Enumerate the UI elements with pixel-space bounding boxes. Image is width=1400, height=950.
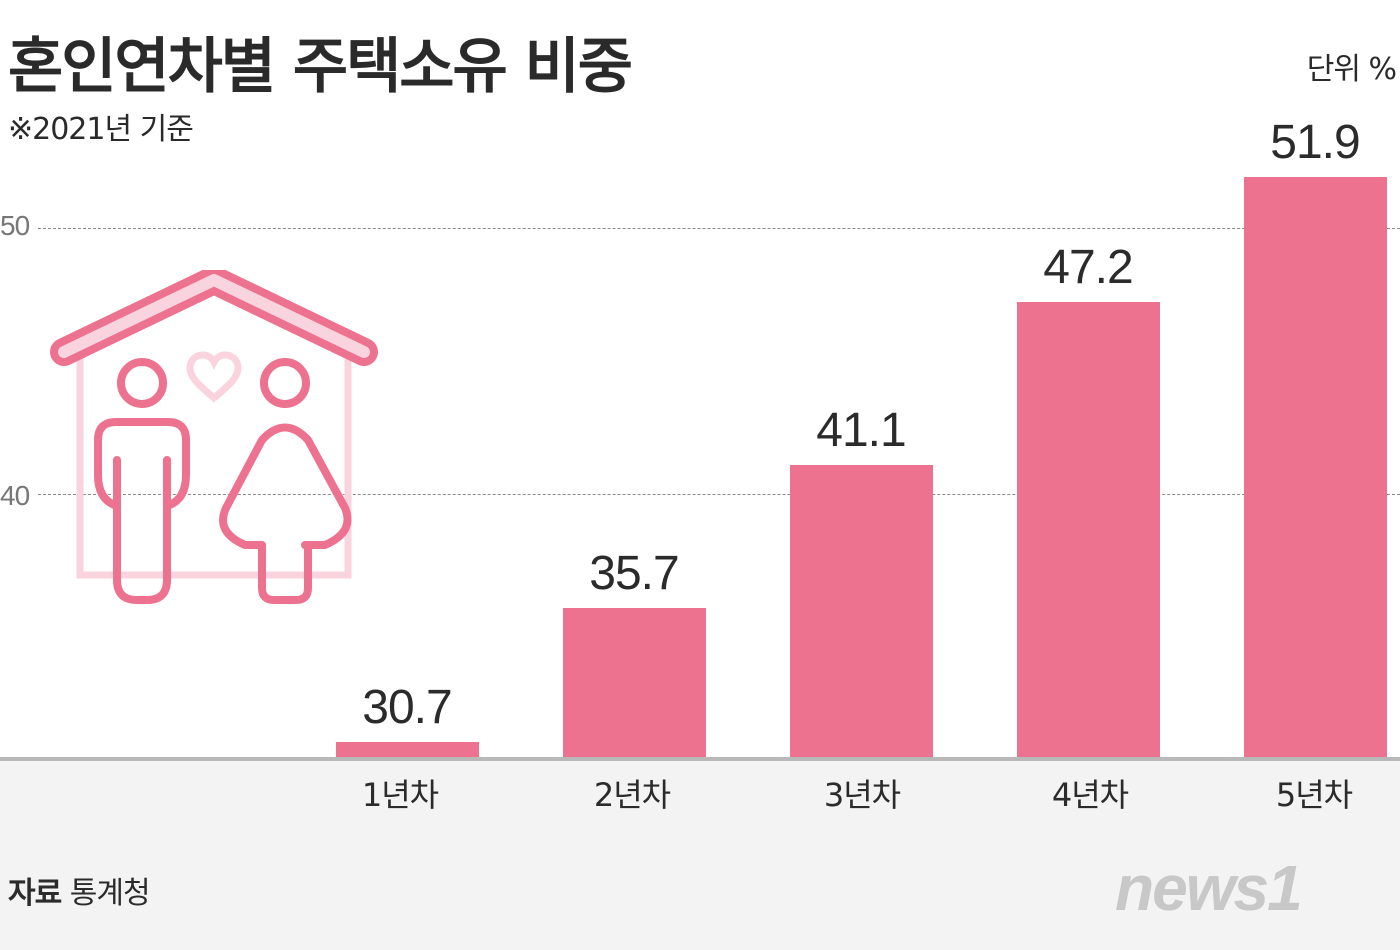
bar-1 (336, 742, 479, 760)
y-tick-40: 40 (0, 480, 30, 511)
chart-subtitle: ※2021년 기준 (8, 112, 194, 147)
source-note: 자료 통계청 (8, 868, 151, 912)
plot-area: 50 40 30.7 35.7 41.1 47.2 51.9 (0, 116, 1400, 760)
logo-text: news1 (1115, 852, 1301, 924)
x-tick-2: 2년차 (593, 776, 671, 814)
x-tick-5: 5년차 (1275, 776, 1353, 814)
bar-5 (1244, 177, 1387, 760)
source-value: 통계청 (69, 876, 151, 911)
bar-label-1: 30.7 (362, 681, 452, 734)
x-tick-1: 1년차 (361, 776, 439, 814)
bar-label-5: 51.9 (1270, 116, 1360, 169)
couple-house-icon (50, 270, 378, 604)
bar-3 (790, 465, 933, 760)
bar-2 (563, 608, 706, 760)
x-tick-4: 4년차 (1051, 776, 1129, 814)
bar-label-3: 41.1 (816, 404, 906, 457)
bottom-band (0, 760, 1400, 950)
bar-label-4: 47.2 (1043, 241, 1133, 294)
gridline-50 (38, 228, 1400, 229)
unit-label: 단위 % (1306, 52, 1397, 87)
chart-title: 혼인연차별 주택소유 비중 (8, 32, 633, 102)
x-axis-baseline (0, 757, 1400, 761)
news1-logo: news1 (1115, 852, 1303, 924)
bar-label-2: 35.7 (589, 547, 679, 600)
y-tick-50: 50 (0, 210, 30, 241)
gridline-40 (38, 494, 1400, 495)
x-tick-3: 3년차 (823, 776, 901, 814)
source-label: 자료 (8, 876, 62, 911)
bar-4 (1017, 302, 1160, 760)
